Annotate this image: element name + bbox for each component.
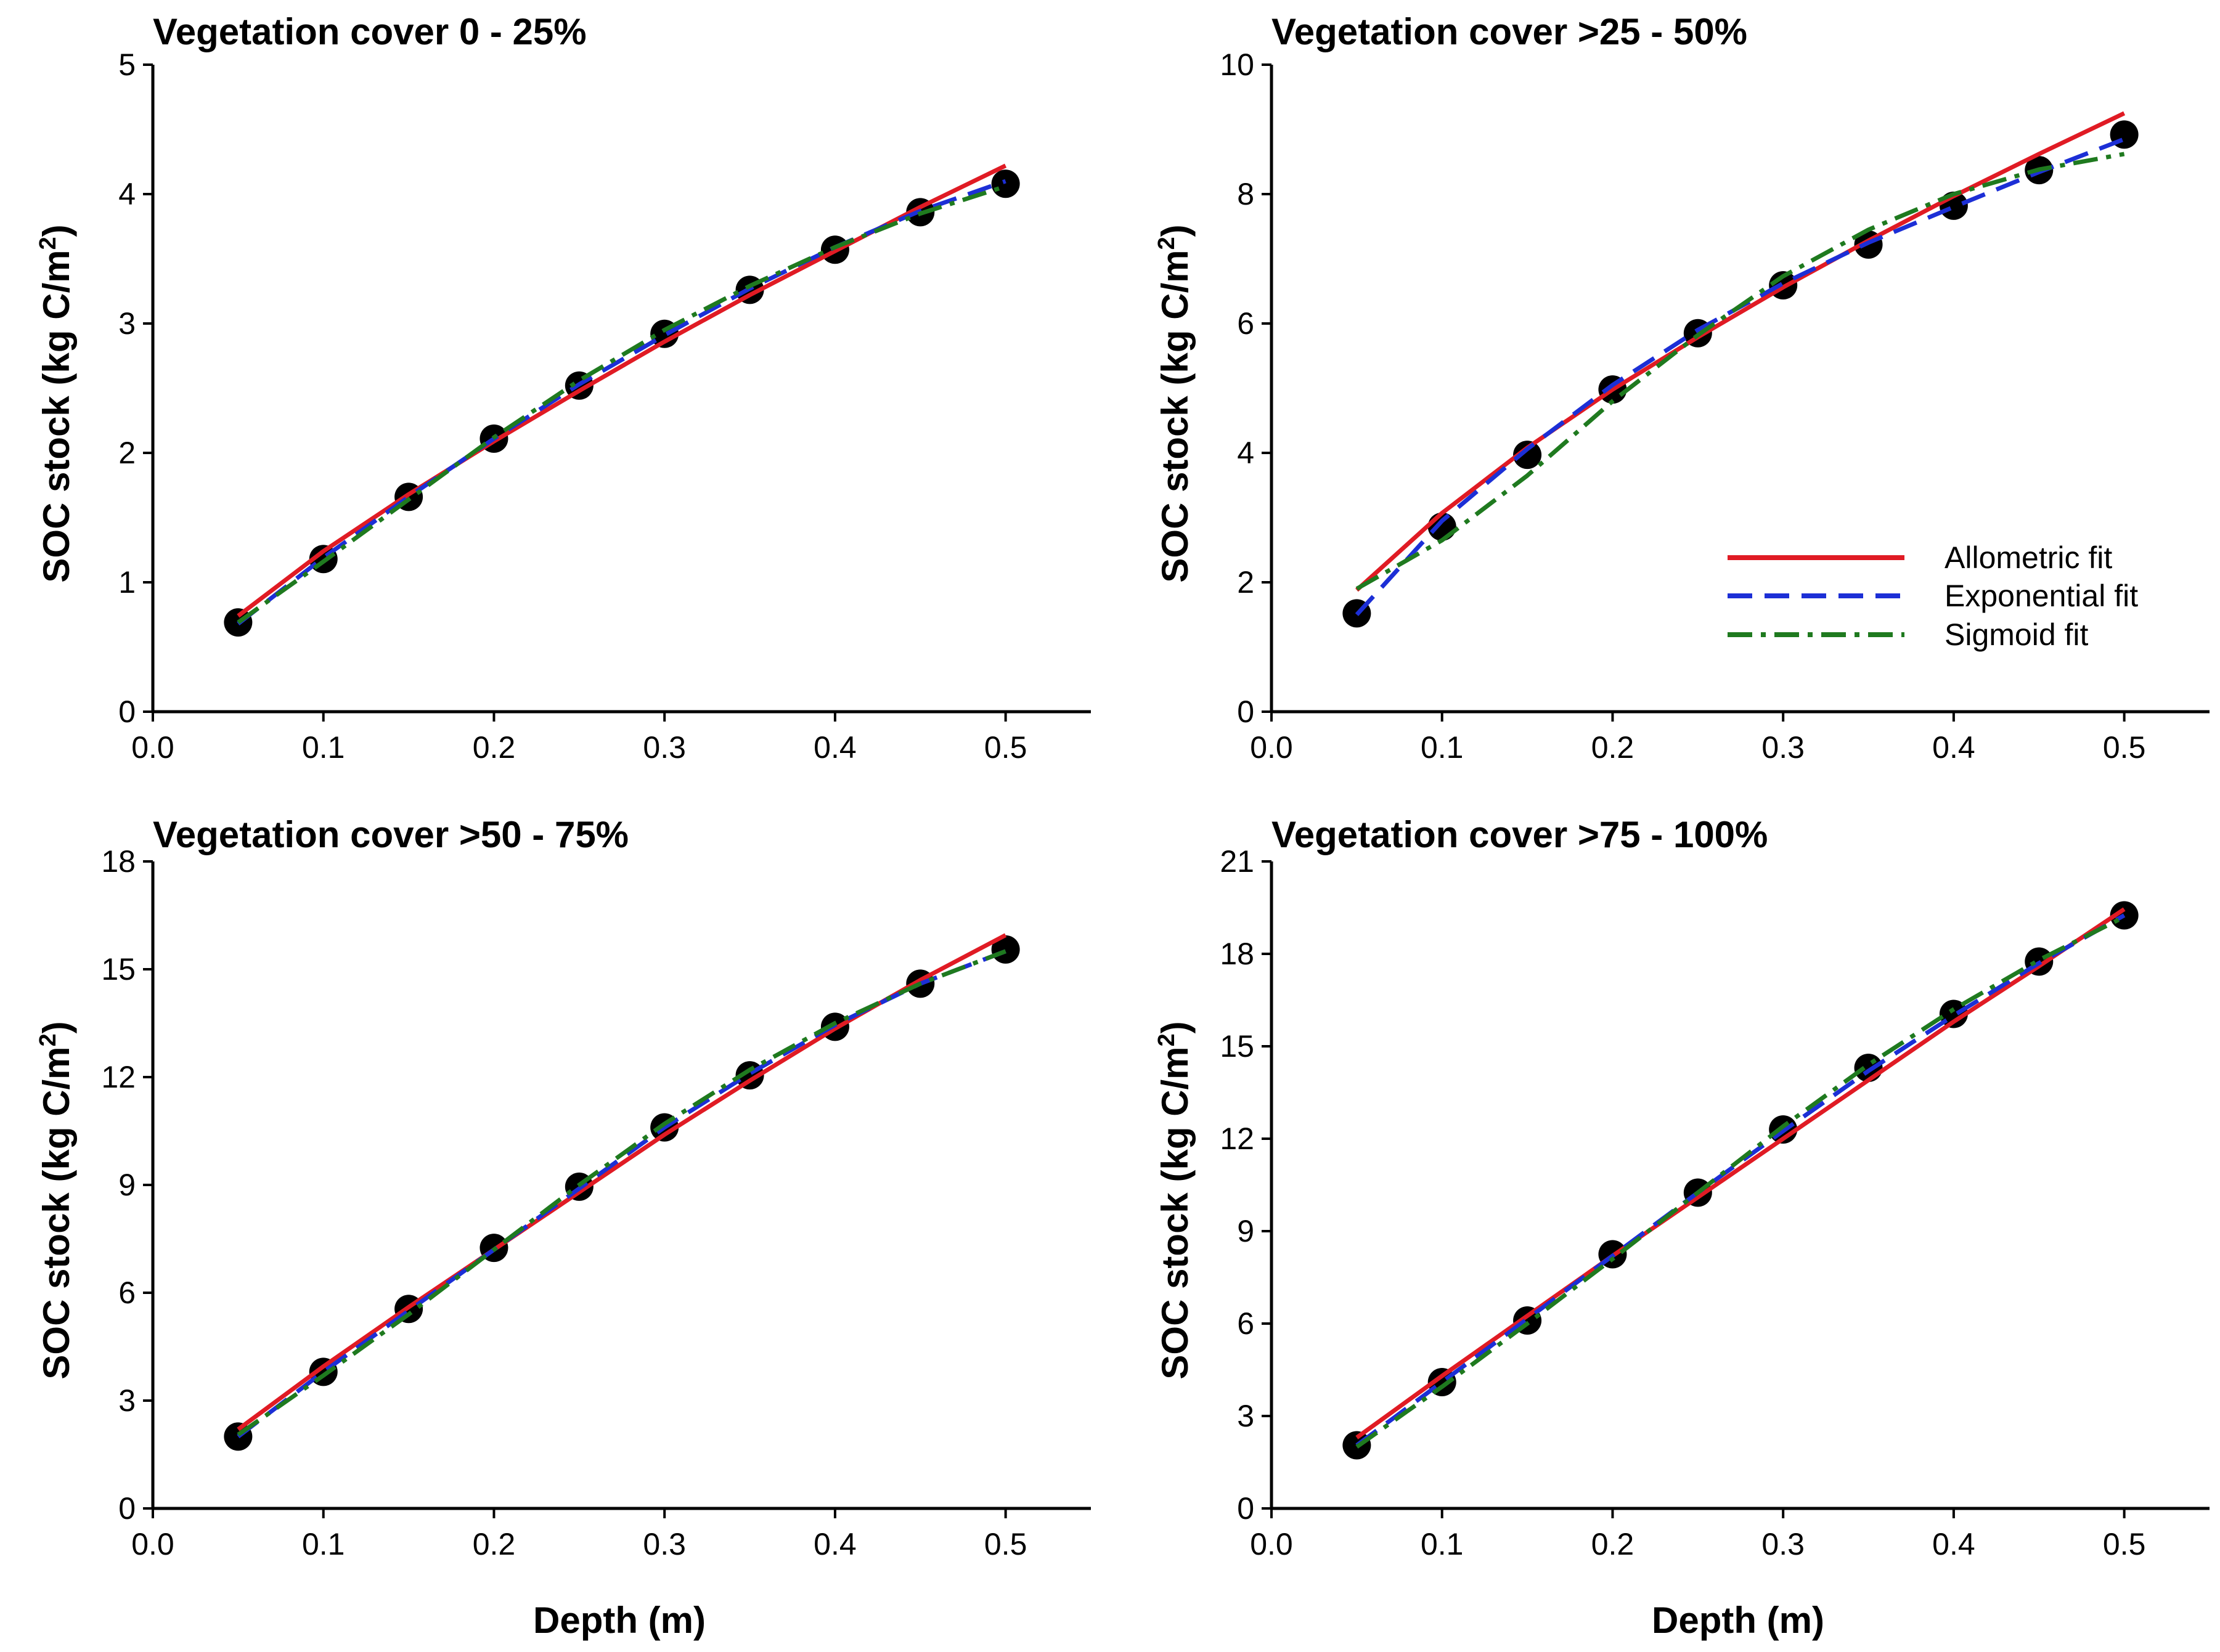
y-tick-label: 12 <box>101 1060 136 1094</box>
panel-bottom-right: Vegetation cover >75 - 100% 0 3 6 9 12 15 18 21… <box>1154 814 2210 1641</box>
y-tick-label: 10 <box>1220 47 1254 82</box>
x-tick-label: 0.5 <box>2103 730 2146 765</box>
x-tick-label: 0.0 <box>1250 730 1293 765</box>
panel-title: Vegetation cover >50 - 75% <box>153 814 629 855</box>
y-tick-label: 6 <box>1237 1306 1254 1341</box>
y-tick-label: 0 <box>118 1491 136 1526</box>
x-tick-label: 0.5 <box>984 1527 1027 1561</box>
y-tick-label: 3 <box>118 306 136 341</box>
x-tick-label: 0.2 <box>473 1527 516 1561</box>
x-axis-title: Depth (m) <box>1652 1600 1824 1641</box>
exponential-fit-line <box>237 949 1006 1439</box>
x-tick-label: 0.1 <box>1421 730 1464 765</box>
legend-label-sigmoid: Sigmoid fit <box>1945 617 2089 652</box>
y-tick-label: 6 <box>118 1276 136 1310</box>
x-tick-label: 0.3 <box>643 730 686 765</box>
sigmoid-fit-line <box>1355 152 2125 591</box>
legend: Allometric fit Exponential fit Sigmoid f… <box>1728 540 2138 652</box>
x-tick-label: 0.5 <box>984 730 1027 765</box>
y-tick-label: 0 <box>1237 1491 1254 1526</box>
plot-area: 0 2 4 6 8 10 0.0 0.1 0.2 0.3 0.4 0.5 <box>1220 47 2210 765</box>
x-tick-label: 0.0 <box>1250 1527 1293 1561</box>
exponential-fit-line <box>1355 913 2126 1447</box>
y-tick-label: 12 <box>1220 1121 1254 1156</box>
x-tick-label: 0.3 <box>643 1527 686 1561</box>
y-axis-title: SOC stock (kg C/m2) <box>35 1021 77 1379</box>
y-tick-label: 6 <box>1237 306 1254 341</box>
y-tick-label: 9 <box>1237 1214 1254 1248</box>
x-tick-label: 0.2 <box>1591 1527 1634 1561</box>
y-axis-title: SOC stock (kg C/m2) <box>1154 224 1196 582</box>
y-tick-label: 21 <box>1220 844 1254 879</box>
x-tick-label: 0.4 <box>1932 730 1975 765</box>
panel-top-right: Vegetation cover >25 - 50% 0 2 4 6 8 10 0.0 0.1… <box>1154 11 2210 765</box>
x-tick-label: 0.3 <box>1761 730 1805 765</box>
x-tick-label: 0.3 <box>1761 1527 1805 1561</box>
observed-point <box>991 935 1020 964</box>
y-tick-label: 0 <box>1237 694 1254 729</box>
x-tick-label: 0.2 <box>1591 730 1634 765</box>
observed-point <box>991 169 1020 198</box>
x-axis-title: Depth (m) <box>533 1600 706 1641</box>
x-tick-label: 0.1 <box>302 730 345 765</box>
observed-point <box>1427 512 1456 541</box>
y-tick-label: 3 <box>118 1383 136 1418</box>
plot-area: 0 3 6 9 12 15 18 0.0 0.1 0.2 0.3 0.4 0.5 <box>101 844 1091 1561</box>
y-tick-label: 0 <box>118 694 136 729</box>
panel-top-left: Vegetation cover 0 - 25% 0 1 2 3 4 5 0.0 0.1 0.2… <box>35 11 1091 765</box>
sigmoid-fit-line <box>237 949 1006 1437</box>
y-axis-title: SOC stock (kg C/m2) <box>1154 1021 1196 1379</box>
observed-point <box>1513 441 1542 470</box>
panel-bottom-left: Vegetation cover >50 - 75% 0 3 6 9 12 15 18 0.0… <box>35 814 1091 1641</box>
legend-label-allometric: Allometric fit <box>1945 540 2112 575</box>
allometric-fit-line <box>1355 907 2126 1439</box>
y-tick-label: 8 <box>1237 177 1254 211</box>
x-tick-label: 0.1 <box>302 1527 345 1561</box>
y-tick-label: 4 <box>118 177 136 211</box>
allometric-fit-line <box>1355 111 2126 592</box>
y-axis-title: SOC stock (kg C/m2) <box>35 224 77 582</box>
y-tick-label: 4 <box>1237 436 1254 470</box>
y-tick-label: 18 <box>1220 937 1254 971</box>
plot-area: 0 1 2 3 4 5 0.0 0.1 0.2 0.3 0.4 0.5 <box>118 47 1091 765</box>
panel-title: Vegetation cover 0 - 25% <box>153 11 587 52</box>
y-tick-label: 9 <box>118 1168 136 1202</box>
x-tick-label: 0.1 <box>1421 1527 1464 1561</box>
x-tick-label: 0.5 <box>2103 1527 2146 1561</box>
x-tick-label: 0.4 <box>1932 1527 1975 1561</box>
y-tick-label: 15 <box>1220 1029 1254 1064</box>
panel-title: Vegetation cover >75 - 100% <box>1271 814 1768 855</box>
y-tick-label: 3 <box>1237 1399 1254 1433</box>
y-tick-label: 15 <box>101 952 136 987</box>
legend-label-exponential: Exponential fit <box>1945 579 2138 613</box>
y-tick-label: 2 <box>1237 565 1254 600</box>
plot-area: 0 3 6 9 12 15 18 21 0.0 0.1 0.2 0.3 0.4 0.5 <box>1220 844 2210 1561</box>
x-tick-label: 0.0 <box>131 1527 174 1561</box>
sigmoid-fit-line <box>1355 914 2126 1449</box>
sigmoid-fit-line <box>237 184 1006 624</box>
x-tick-label: 0.2 <box>473 730 516 765</box>
x-tick-label: 0.0 <box>131 730 174 765</box>
y-tick-label: 1 <box>118 565 136 600</box>
y-tick-label: 5 <box>118 47 136 82</box>
y-tick-label: 18 <box>101 844 136 879</box>
panel-title: Vegetation cover >25 - 50% <box>1271 11 1747 52</box>
x-tick-label: 0.4 <box>814 730 857 765</box>
x-tick-label: 0.4 <box>814 1527 857 1561</box>
y-tick-label: 2 <box>118 436 136 470</box>
